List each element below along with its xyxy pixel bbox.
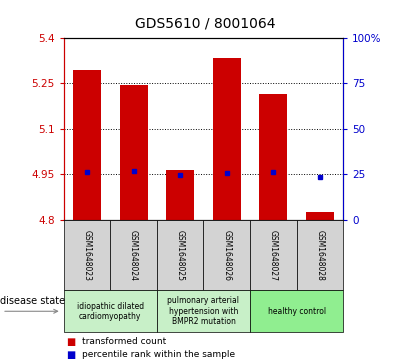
Text: GSM1648025: GSM1648025 xyxy=(175,229,185,281)
Bar xyxy=(120,85,148,220)
Text: GSM1648024: GSM1648024 xyxy=(129,229,138,281)
Text: percentile rank within the sample: percentile rank within the sample xyxy=(82,350,236,359)
Text: GSM1648028: GSM1648028 xyxy=(315,229,324,281)
Text: GDS5610 / 8001064: GDS5610 / 8001064 xyxy=(135,16,276,30)
Text: pulmonary arterial
hypertension with
BMPR2 mutation: pulmonary arterial hypertension with BMP… xyxy=(167,296,240,326)
Bar xyxy=(166,170,194,220)
Bar xyxy=(73,70,101,220)
Text: GSM1648027: GSM1648027 xyxy=(269,229,278,281)
Text: healthy control: healthy control xyxy=(268,307,326,316)
Text: disease state: disease state xyxy=(0,296,65,306)
Bar xyxy=(306,212,334,220)
Text: ■: ■ xyxy=(66,337,75,347)
Text: ■: ■ xyxy=(66,350,75,360)
Text: GSM1648026: GSM1648026 xyxy=(222,229,231,281)
Bar xyxy=(259,94,287,220)
Text: GSM1648023: GSM1648023 xyxy=(83,229,92,281)
Text: transformed count: transformed count xyxy=(82,337,166,346)
Bar xyxy=(213,58,241,220)
Text: idiopathic dilated
cardiomyopathy: idiopathic dilated cardiomyopathy xyxy=(77,302,144,321)
